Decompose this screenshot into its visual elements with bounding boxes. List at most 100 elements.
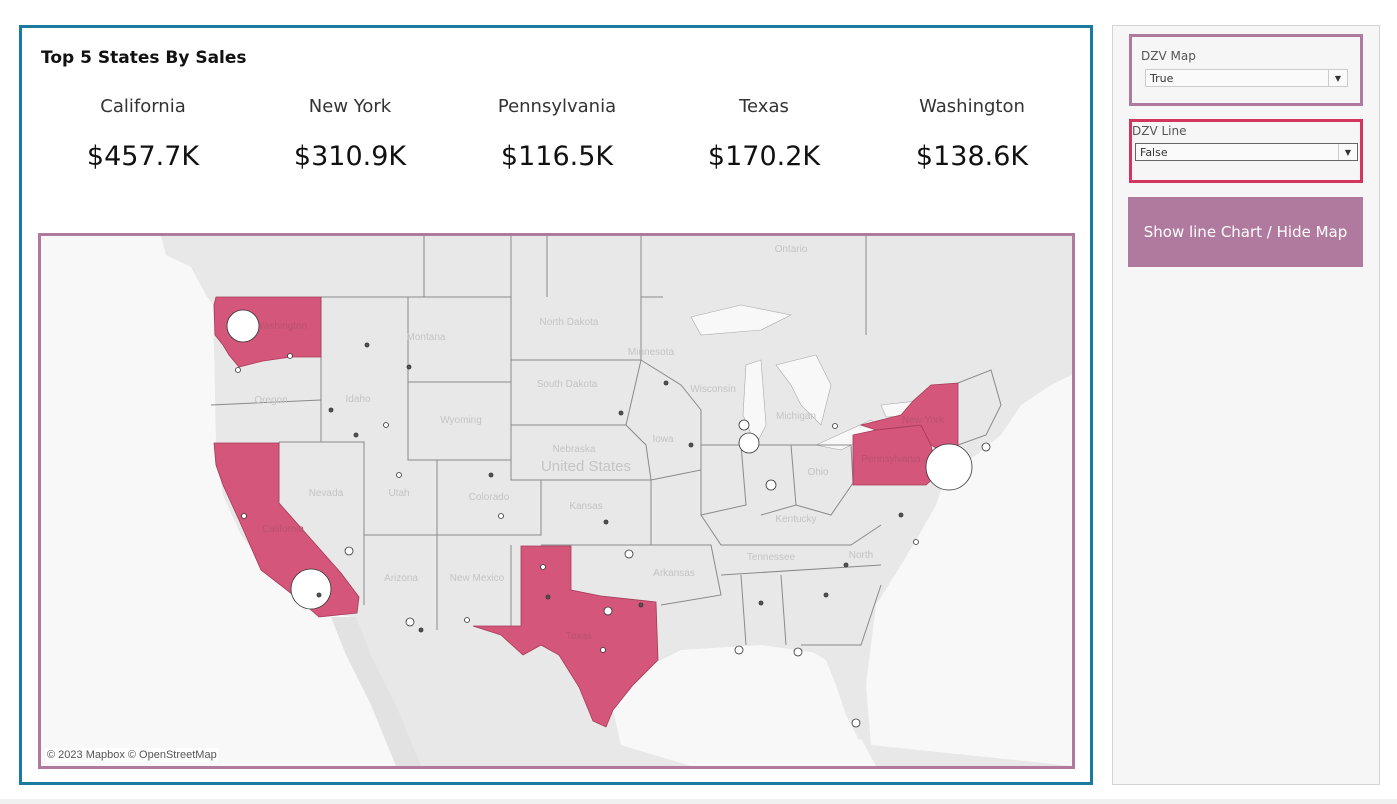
label-united-states: United States [541,458,631,475]
sales-marker[interactable] [738,432,760,454]
baja-peninsula [331,617,421,766]
kpi-sales: $138.6K [915,141,1029,172]
sales-marker[interactable] [765,479,777,491]
filter-label: DZV Line [1132,124,1187,138]
label-south-dakota: South Dakota [537,379,598,390]
label-wyoming: Wyoming [440,415,482,426]
kpi-washington: Washington $138.6K [868,96,1076,172]
kpi-california: California $457.7K [39,96,247,172]
kpi-state: New York [308,96,392,117]
label-montana: Montana [407,332,446,343]
show-line-chart-button[interactable]: Show line Chart / Hide Map [1128,197,1363,267]
map-canvas[interactable]: Ontario Washington Oregon Idaho Montana … [41,236,1072,766]
sales-marker[interactable] [498,513,504,519]
chevron-down-icon[interactable]: ▼ [1328,70,1347,86]
label-nevada: Nevada [309,488,344,499]
sales-markers [226,309,991,728]
sales-marker[interactable] [235,367,241,373]
sales-marker[interactable] [832,423,838,429]
sales-marker[interactable] [545,594,551,600]
sales-marker[interactable] [383,422,389,428]
sales-marker[interactable] [624,549,634,559]
sales-marker[interactable] [405,617,415,627]
sales-marker[interactable] [734,645,744,655]
label-ohio: Ohio [807,467,829,478]
sales-marker[interactable] [688,442,694,448]
kpi-sales: $310.9K [293,141,407,172]
sales-marker[interactable] [925,443,973,491]
sales-marker[interactable] [600,647,606,653]
kpi-state: Pennsylvania [497,96,617,117]
sales-marker[interactable] [226,309,260,343]
sales-marker[interactable] [287,353,293,359]
label-new-mexico: New Mexico [450,573,505,584]
sales-marker[interactable] [663,380,669,386]
sales-marker[interactable] [898,512,904,518]
dzv-line-select[interactable]: False ▼ [1135,143,1358,161]
florida [801,640,869,740]
label-kansas: Kansas [569,501,602,512]
filter-dzv-map: DZV Map True ▼ [1129,34,1363,106]
label-washington: Washington [255,321,307,332]
sales-marker[interactable] [603,519,609,525]
pacific-ocean [41,236,411,766]
kpi-sales: $116.5K [500,141,614,172]
label-minnesota: Minnesota [628,347,675,358]
sales-marker[interactable] [618,410,624,416]
sales-marker[interactable] [406,364,412,370]
sales-marker[interactable] [851,718,861,728]
label-oregon: Oregon [254,395,287,406]
label-colorado: Colorado [469,492,510,503]
label-north-dakota: North Dakota [540,317,599,328]
label-iowa: Iowa [652,434,674,445]
sales-marker[interactable] [488,472,494,478]
sales-marker[interactable] [396,472,402,478]
great-lakes [690,304,927,451]
kpi-new-york: New York $310.9K [246,96,454,172]
dzv-map-select[interactable]: True ▼ [1145,69,1348,87]
sales-marker[interactable] [603,606,613,616]
label-wisconsin: Wisconsin [690,384,736,395]
sales-marker[interactable] [344,546,354,556]
select-value: True [1150,72,1174,85]
kpi-state: California [100,96,186,117]
kpi-state: Washington [919,96,1025,117]
sales-marker[interactable] [638,602,644,608]
kpi-pennsylvania: Pennsylvania $116.5K [453,96,661,172]
state-new-york[interactable] [859,382,959,452]
kpi-state: Texas [739,96,789,117]
sales-marker[interactable] [316,592,322,598]
label-new-york: New York [902,415,945,426]
sales-marker[interactable] [981,442,991,452]
sales-marker[interactable] [464,617,470,623]
sales-marker[interactable] [241,513,247,519]
kpi-sales: $170.2K [707,141,821,172]
kpi-sales: $457.7K [86,141,200,172]
gulf-of-mexico [613,645,876,766]
sales-marker[interactable] [913,539,919,545]
sales-marker[interactable] [418,627,424,633]
state-texas[interactable] [472,545,659,728]
label-texas: Texas [566,631,592,642]
sales-marker[interactable] [758,600,764,606]
chevron-down-icon[interactable]: ▼ [1338,144,1357,160]
sales-marker[interactable] [823,592,829,598]
top-bar [0,0,1397,3]
sales-marker[interactable] [353,432,359,438]
sales-marker[interactable] [738,419,750,431]
sales-marker[interactable] [793,647,803,657]
dashboard: Top 5 States By Sales California $457.7K… [0,3,1397,799]
label-arkansas: Arkansas [653,568,695,579]
sales-marker[interactable] [328,407,334,413]
atlantic-ocean [866,375,1072,766]
sales-map[interactable]: Ontario Washington Oregon Idaho Montana … [38,233,1075,769]
kpi-texas: Texas $170.2K [660,96,868,172]
sidebar: DZV Map True ▼ DZV Line False ▼ Show lin… [1112,25,1380,785]
label-tennessee: Tennessee [747,552,796,563]
main-panel: Top 5 States By Sales California $457.7K… [19,25,1093,785]
sales-marker[interactable] [843,562,849,568]
sales-marker[interactable] [540,564,546,570]
sales-marker[interactable] [290,568,332,610]
label-kentucky: Kentucky [775,514,816,525]
sales-marker[interactable] [364,342,370,348]
